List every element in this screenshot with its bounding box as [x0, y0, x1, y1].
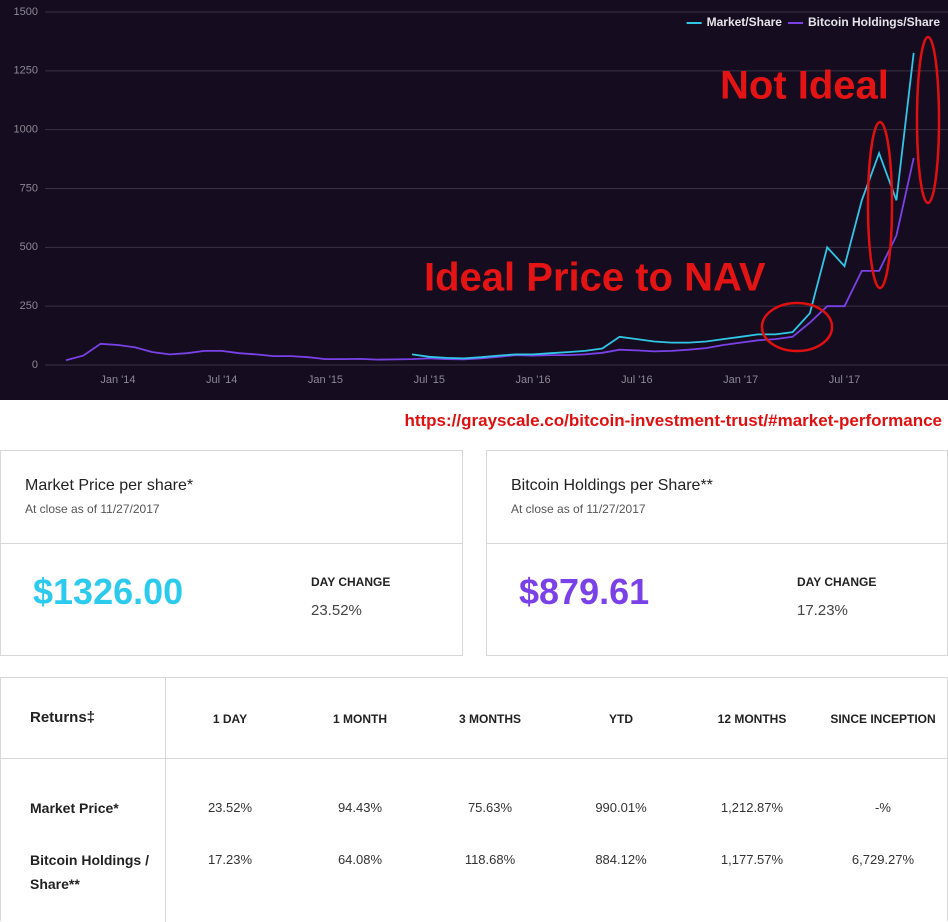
cell: 1,212.87%	[720, 800, 784, 815]
annotation: Not Ideal	[720, 64, 889, 108]
source-url[interactable]: https://grayscale.co/bitcoin-investment-…	[404, 411, 942, 430]
cell: 23.52%	[207, 800, 253, 815]
card: Bitcoin Holdings per Share** At close as…	[486, 450, 948, 656]
returns-table: Returns‡ 1 DAY 1 MONTH 3 MONTHS YTD 12 MONTH…	[0, 677, 948, 922]
card-subtitle: At close as of 11/27/2017	[25, 502, 160, 516]
cell: 990.01%	[595, 800, 647, 815]
cell: 884.12%	[595, 852, 647, 867]
column-header: SINCE INCEPTION	[830, 712, 936, 726]
y-tick-label: 1000	[14, 124, 38, 136]
column-header: YTD	[609, 712, 633, 726]
column-header: 3 MONTHS	[458, 712, 521, 726]
series-line	[65, 157, 915, 362]
change-value: 23.52%	[311, 602, 362, 619]
x-tick-label: Jul '15	[414, 374, 445, 386]
ellipse	[760, 301, 834, 353]
y-tick-label: 1250	[14, 65, 38, 77]
y-tick-label: 500	[20, 241, 38, 253]
card-subtitle: At close as of 11/27/2017	[511, 502, 646, 516]
cell: 118.68%	[464, 852, 516, 867]
chart-background	[0, 0, 948, 400]
change-label: DAY CHANGE	[797, 575, 877, 589]
card-header: Bitcoin Holdings per Share** At close as…	[487, 451, 947, 544]
row-label: Bitcoin Holdings / Share**	[30, 852, 149, 892]
x-tick-label: Jan '14	[100, 374, 135, 386]
cell: 94.43%	[337, 800, 383, 815]
card-value: $879.61	[519, 571, 650, 612]
cell: 1,177.57%	[720, 852, 784, 867]
y-tick-label: 0	[32, 359, 38, 371]
card-title: Market Price per share*	[25, 477, 194, 494]
ellipse	[915, 35, 941, 205]
card-header: Market Price per share* At close as of 1…	[1, 451, 462, 544]
legend-label: Market/Share	[707, 15, 783, 29]
highlight-ellipses	[760, 35, 941, 353]
card-value: $1326.00	[33, 571, 184, 612]
x-tick-label: Jan '17	[723, 374, 758, 386]
cell: 6,729.27%	[851, 852, 915, 867]
card-title: Bitcoin Holdings per Share**	[511, 477, 713, 494]
legend-label: Bitcoin Holdings/Share	[808, 15, 940, 29]
cell: 75.63%	[467, 800, 513, 815]
x-tick-label: Jul '16	[621, 374, 652, 386]
chart: 0 250 500 750 1000 1250 1500 Jan '14 Jul '14 Jan …	[0, 0, 948, 400]
row-label: Market Price*	[30, 800, 119, 816]
annotation: Ideal Price to NAV	[424, 256, 766, 300]
change-value: 17.23%	[797, 602, 848, 619]
x-tick-label: Jul '17	[829, 374, 860, 386]
x-tick-label: Jan '15	[308, 374, 343, 386]
change-label: DAY CHANGE	[311, 575, 391, 589]
column-header: 1 MONTH	[333, 712, 387, 726]
column-header: 12 MONTHS	[717, 712, 787, 726]
y-tick-label: 750	[20, 182, 38, 194]
plot: 0 250 500 750 1000 1250 1500 Jan '14 Jul '14 Jan …	[14, 6, 948, 386]
cell: -%	[875, 800, 891, 815]
column-header: 1 DAY	[212, 712, 248, 726]
cell: 64.08%	[337, 852, 383, 867]
x-tick-label: Jul '14	[206, 374, 237, 386]
divider	[1, 758, 948, 759]
divider	[165, 678, 166, 922]
series-line	[411, 52, 915, 360]
table-title: Returns‡	[30, 709, 96, 726]
y-tick-label: 1500	[14, 6, 38, 18]
cell: 17.23%	[207, 852, 253, 867]
ellipse	[866, 120, 894, 290]
x-tick-label: Jan '16	[516, 374, 551, 386]
card: Market Price per share* At close as of 1…	[0, 450, 463, 656]
y-tick-label: 250	[20, 300, 38, 312]
